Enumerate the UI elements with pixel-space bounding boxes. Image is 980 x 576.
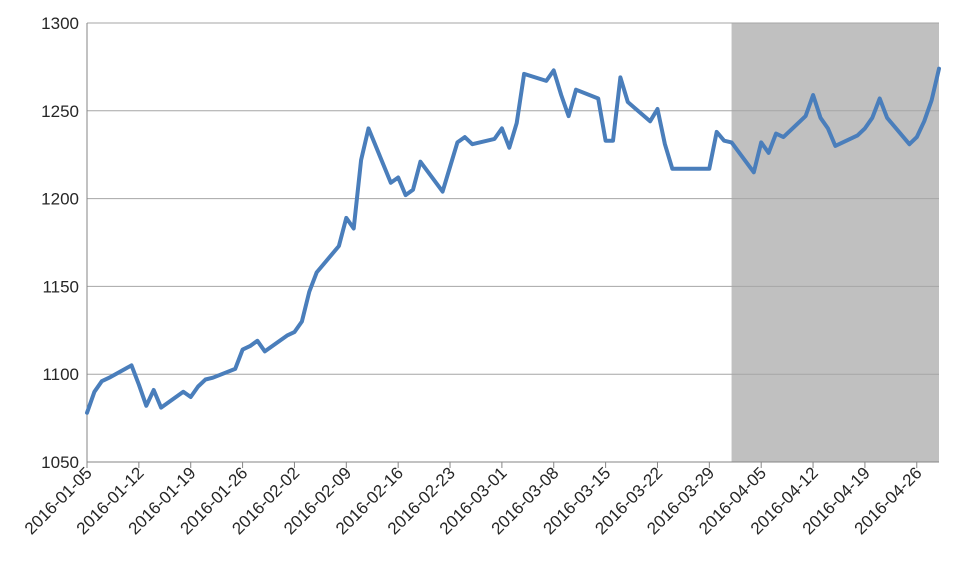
data-point-2016-03-30 [716, 131, 718, 133]
data-point-2016-02-10 [353, 228, 355, 229]
data-point-2016-04-12 [812, 94, 814, 96]
data-point-2016-02-08 [338, 245, 340, 247]
data-point-2016-02-18 [412, 189, 414, 191]
data-point-2016-02-04 [308, 291, 310, 293]
data-point-2016-02-05 [316, 271, 318, 273]
data-point-2016-04-06 [768, 152, 770, 154]
data-point-2016-04-25 [908, 143, 910, 145]
data-point-2016-03-07 [545, 80, 547, 82]
data-point-2016-04-29 [938, 68, 940, 70]
data-point-2016-04-21 [879, 98, 881, 99]
data-point-2016-04-11 [805, 115, 807, 117]
data-point-2016-04-04 [753, 171, 755, 173]
data-point-2016-01-12 [138, 384, 140, 386]
data-point-2016-01-06 [93, 391, 95, 393]
data-point-2016-02-12 [368, 127, 369, 129]
y-tick-label-1050: 1050 [41, 453, 79, 472]
shaded-region-layer [731, 23, 939, 462]
data-point-2016-04-14 [827, 127, 829, 129]
data-point-2016-01-21 [205, 379, 206, 380]
data-point-2016-02-03 [301, 321, 303, 322]
data-point-2016-01-13 [145, 405, 147, 407]
data-point-2016-02-11 [360, 159, 362, 161]
data-point-2016-03-24 [671, 168, 673, 170]
data-point-2016-04-19 [864, 127, 866, 129]
gridlines [87, 22, 939, 375]
data-point-2016-03-09 [560, 94, 562, 96]
data-point-2016-02-24 [456, 141, 458, 143]
data-point-2016-02-17 [405, 194, 407, 196]
y-tick-label-1100: 1100 [42, 365, 79, 384]
data-point-2016-04-27 [923, 120, 925, 122]
data-point-2016-02-22 [442, 191, 444, 193]
data-point-2016-03-01 [501, 127, 503, 129]
y-axis-tick-labels: 1050 1100 1150 1200 1250 1300 [41, 14, 79, 472]
data-point-2016-02-02 [293, 331, 295, 333]
data-point-2016-01-27 [249, 345, 251, 347]
data-point-2016-04-13 [820, 117, 821, 119]
data-point-2016-03-04 [523, 73, 525, 75]
data-point-2016-02-19 [419, 161, 421, 163]
data-point-2016-01-14 [153, 389, 155, 391]
data-point-2016-03-16 [612, 140, 614, 142]
data-point-2016-03-28 [701, 168, 703, 170]
data-point-2016-01-22 [212, 377, 214, 379]
data-point-2016-01-26 [242, 349, 244, 351]
y-tick-label-1150: 1150 [42, 277, 79, 296]
data-point-2016-01-28 [256, 340, 258, 342]
data-point-2016-04-22 [886, 117, 888, 119]
data-point-2016-01-25 [234, 368, 236, 370]
data-point-2016-01-05 [86, 412, 88, 414]
data-point-2016-03-17 [619, 76, 621, 78]
data-point-2016-03-18 [627, 101, 629, 103]
data-point-2016-01-08 [108, 377, 110, 379]
data-point-2016-03-29 [708, 168, 710, 170]
data-point-2016-02-23 [449, 166, 451, 168]
data-point-2016-01-20 [197, 386, 199, 387]
data-point-2016-03-08 [553, 69, 555, 71]
data-point-2016-04-07 [775, 133, 777, 135]
data-point-2016-03-31 [723, 140, 725, 142]
data-point-2016-03-21 [649, 120, 651, 122]
data-point-2016-03-02 [508, 147, 510, 149]
data-point-2016-01-15 [160, 407, 162, 409]
data-point-2016-02-26 [471, 143, 473, 145]
data-point-2016-03-10 [568, 115, 570, 117]
data-point-2016-03-14 [597, 98, 599, 99]
data-point-2016-03-03 [516, 122, 518, 124]
data-point-2016-04-08 [782, 136, 784, 138]
y-tick-label-1200: 1200 [41, 190, 79, 209]
data-point-2016-01-18 [182, 391, 184, 393]
data-point-2016-02-16 [397, 177, 399, 178]
data-point-2016-04-26 [916, 136, 918, 138]
data-point-2016-02-15 [390, 182, 392, 184]
data-point-2016-03-23 [664, 143, 666, 145]
data-point-2016-01-07 [101, 380, 103, 382]
data-point-2016-02-01 [286, 335, 288, 337]
data-point-2016-03-15 [605, 140, 607, 142]
data-point-2016-02-25 [464, 136, 466, 138]
data-point-2016-02-29 [494, 138, 495, 140]
data-point-2016-01-19 [190, 396, 192, 398]
data-point-2016-02-09 [345, 217, 347, 219]
data-point-2016-04-05 [760, 141, 762, 143]
data-point-2016-01-11 [131, 364, 132, 366]
data-point-2016-04-28 [931, 99, 933, 101]
data-point-2016-04-20 [871, 117, 873, 119]
y-tick-label-1250: 1250 [41, 102, 79, 121]
data-point-2016-03-11 [575, 89, 577, 91]
axes [86, 23, 939, 468]
y-tick-label-1300: 1300 [41, 14, 79, 33]
series-layer [85, 66, 941, 415]
data-point-2016-03-22 [657, 108, 658, 110]
data-point-2016-04-18 [857, 134, 858, 136]
data-point-2016-01-29 [264, 350, 266, 352]
data-point-2016-04-15 [834, 145, 836, 147]
shaded-period [731, 23, 939, 462]
data-point-2016-04-01 [731, 141, 733, 143]
